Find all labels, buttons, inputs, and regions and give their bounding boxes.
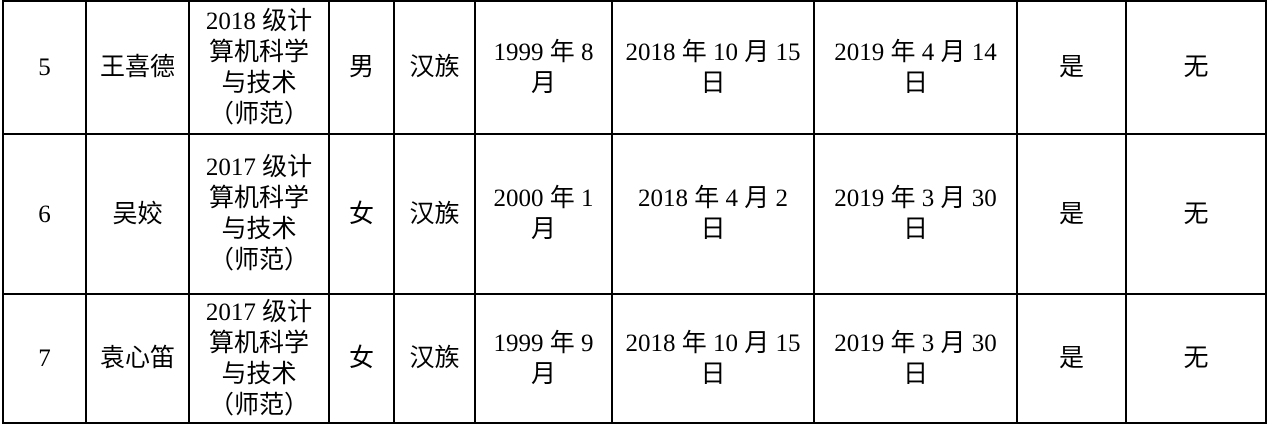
cell-seq-number: 6	[2, 133, 87, 295]
cell-remark: 无	[1125, 133, 1267, 295]
cell-flag: 是	[1016, 293, 1127, 424]
cell-birth-date: 2000 年 1 月	[474, 133, 613, 295]
cell-flag: 是	[1016, 133, 1127, 295]
table-row: 5 王喜德 2018 级计 算机科学 与技术 （师范） 男 汉族 1999 年 …	[2, 0, 1267, 135]
cell-gender: 男	[328, 0, 395, 135]
cell-ethnicity: 汉族	[393, 293, 476, 424]
cell-date-1: 2018 年 4 月 2 日	[611, 133, 815, 295]
cell-remark: 无	[1125, 293, 1267, 424]
cell-student-name: 王喜德	[85, 0, 190, 135]
cell-ethnicity: 汉族	[393, 133, 476, 295]
cell-birth-date: 1999 年 9 月	[474, 293, 613, 424]
cell-date-2: 2019 年 4 月 14 日	[813, 0, 1018, 135]
cell-seq-number: 7	[2, 293, 87, 424]
cell-birth-date: 1999 年 8 月	[474, 0, 613, 135]
table-row: 7 袁心笛 2017 级计 算机科学 与技术 （师范） 女 汉族 1999 年 …	[2, 293, 1267, 424]
cell-major: 2017 级计 算机科学 与技术 （师范）	[188, 133, 330, 295]
cell-major: 2017 级计 算机科学 与技术 （师范）	[188, 293, 330, 424]
cell-flag: 是	[1016, 0, 1127, 135]
cell-major: 2018 级计 算机科学 与技术 （师范）	[188, 0, 330, 135]
cell-date-1: 2018 年 10 月 15 日	[611, 293, 815, 424]
cell-remark: 无	[1125, 0, 1267, 135]
cell-seq-number: 5	[2, 0, 87, 135]
cell-date-1: 2018 年 10 月 15 日	[611, 0, 815, 135]
cell-ethnicity: 汉族	[393, 0, 476, 135]
cell-gender: 女	[328, 133, 395, 295]
student-roster-table: 5 王喜德 2018 级计 算机科学 与技术 （师范） 男 汉族 1999 年 …	[2, 0, 1267, 424]
cell-student-name: 袁心笛	[85, 293, 190, 424]
cell-gender: 女	[328, 293, 395, 424]
cell-student-name: 吴姣	[85, 133, 190, 295]
table-row: 6 吴姣 2017 级计 算机科学 与技术 （师范） 女 汉族 2000 年 1…	[2, 133, 1267, 295]
cell-date-2: 2019 年 3 月 30 日	[813, 133, 1018, 295]
cell-date-2: 2019 年 3 月 30 日	[813, 293, 1018, 424]
